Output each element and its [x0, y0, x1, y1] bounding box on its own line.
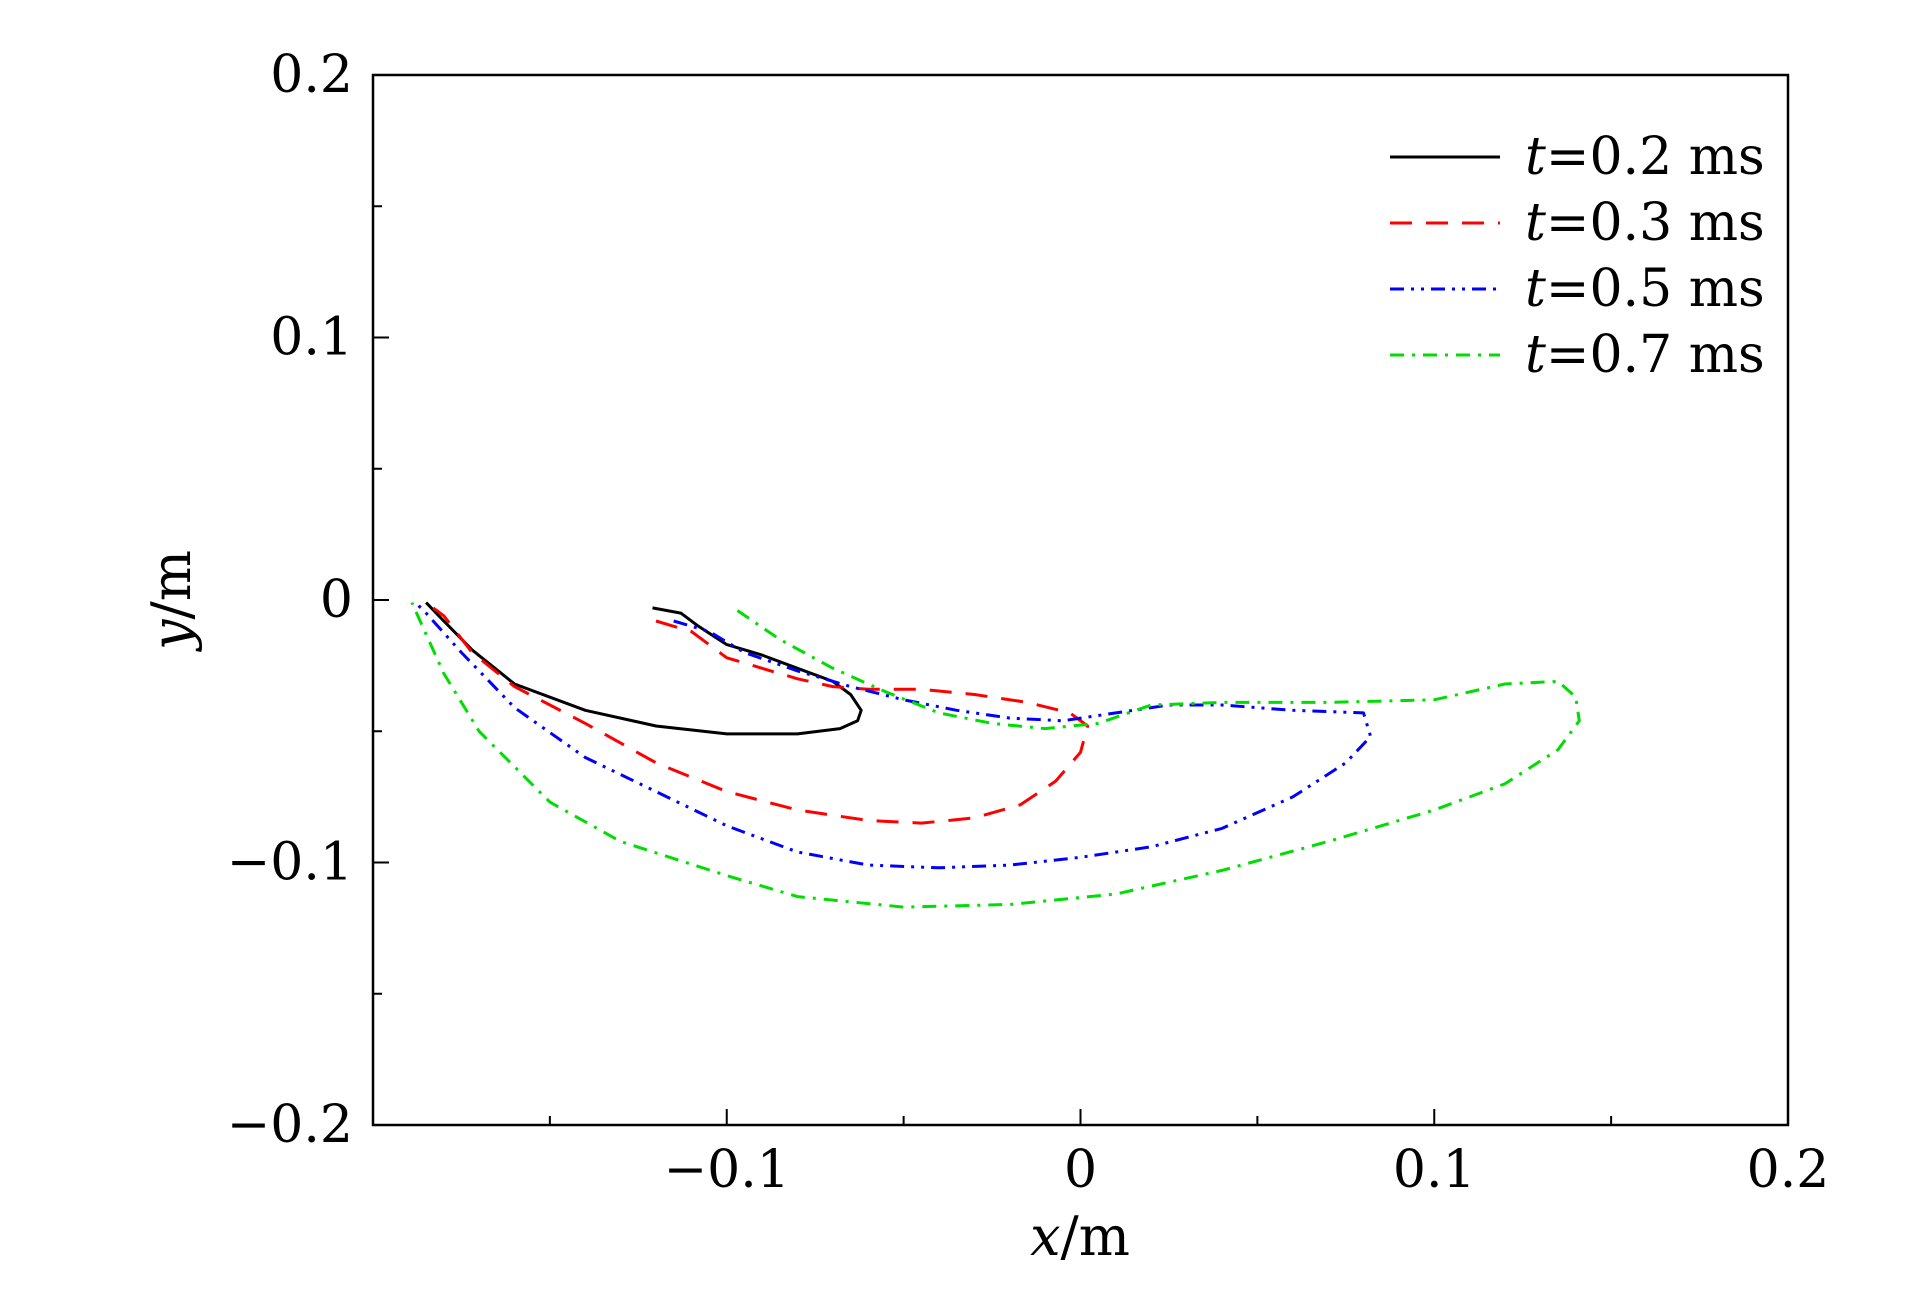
y-axis-label-unit: /m: [140, 550, 203, 619]
legend-entry-1: t=0.2 ms: [1525, 127, 1765, 187]
x-tick-label: −0.1: [664, 1140, 790, 1200]
legend-text: =0.7 ms: [1546, 325, 1765, 385]
y-tick-label: 0.2: [270, 45, 353, 105]
legend-var: t: [1525, 193, 1546, 253]
legend-entry-2: t=0.3 ms: [1525, 193, 1765, 253]
x-tick-label: 0: [1064, 1140, 1097, 1200]
legend-text: =0.2 ms: [1546, 127, 1765, 187]
y-axis-label-var: y: [140, 618, 203, 652]
x-tick-label: 0.2: [1747, 1140, 1830, 1200]
legend-entry-4: t=0.7 ms: [1525, 325, 1765, 385]
legend-entry-3: t=0.5 ms: [1525, 259, 1765, 319]
legend: t=0.2 mst=0.3 mst=0.5 mst=0.7 ms: [1390, 127, 1765, 385]
x-tick-label: 0.1: [1393, 1140, 1476, 1200]
legend-text: =0.5 ms: [1546, 259, 1765, 319]
legend-var: t: [1525, 325, 1546, 385]
y-tick-label: 0: [320, 570, 353, 630]
series-line-2: [425, 601, 1090, 825]
series-layer: [410, 601, 1581, 909]
legend-text: =0.3 ms: [1546, 193, 1765, 253]
x-axis-label-unit: /m: [1061, 1205, 1130, 1268]
legend-var: t: [1525, 259, 1546, 319]
x-axis-label-var: x: [1030, 1205, 1060, 1268]
series-line-3: [414, 601, 1373, 870]
series-line-1: [425, 601, 863, 736]
y-tick-label: −0.1: [227, 833, 353, 893]
axis-ticks: [373, 74, 1789, 1126]
y-tick-label: 0.1: [270, 308, 353, 368]
y-axis-label: y/m: [140, 550, 203, 652]
y-tick-label: −0.2: [227, 1095, 353, 1155]
series-line-4: [410, 601, 1581, 909]
legend-var: t: [1525, 127, 1546, 187]
x-axis-label: x/m: [1030, 1205, 1130, 1268]
axis-tick-labels: −0.1 0 0.1 0.2 0.2 0.1 0 −0.1 −0.2: [227, 45, 1830, 1200]
